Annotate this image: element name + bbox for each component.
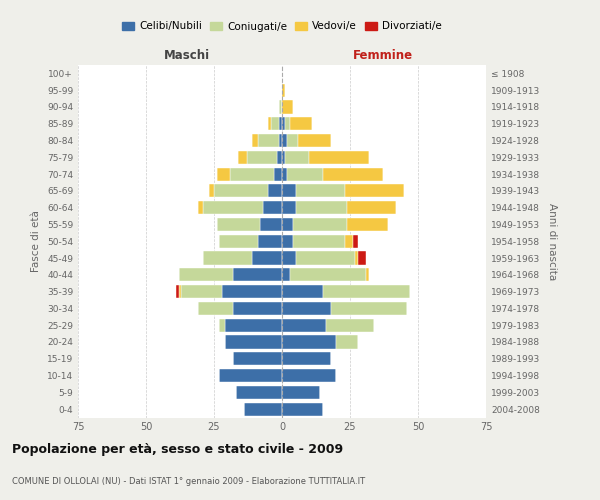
Bar <box>257 234 282 248</box>
Bar <box>282 234 293 248</box>
Bar <box>282 336 337 348</box>
Bar <box>214 184 268 198</box>
Bar <box>358 252 367 264</box>
Bar <box>296 201 347 214</box>
Bar <box>282 302 331 315</box>
Bar <box>282 201 296 214</box>
Bar <box>323 285 410 298</box>
Bar <box>179 268 233 281</box>
Bar <box>252 252 282 264</box>
Bar <box>282 369 337 382</box>
Bar <box>282 168 287 180</box>
Bar <box>282 151 285 164</box>
Bar <box>282 100 293 114</box>
Bar <box>209 184 214 198</box>
Bar <box>271 117 279 130</box>
Bar <box>287 168 323 180</box>
Bar <box>353 234 358 248</box>
Bar <box>282 285 323 298</box>
Bar <box>290 117 312 130</box>
Bar <box>220 369 282 382</box>
Bar <box>287 134 298 147</box>
Bar <box>282 252 296 264</box>
Bar <box>225 318 282 332</box>
Bar <box>247 151 277 164</box>
Bar <box>298 134 331 147</box>
Bar <box>285 151 309 164</box>
Bar <box>296 252 355 264</box>
Bar <box>263 201 282 214</box>
Legend: Celibi/Nubili, Coniugati/e, Vedovi/e, Divorziati/e: Celibi/Nubili, Coniugati/e, Vedovi/e, Di… <box>118 18 446 36</box>
Bar <box>222 285 282 298</box>
Bar <box>282 352 331 366</box>
Bar <box>337 336 358 348</box>
Bar <box>290 268 367 281</box>
Bar <box>268 184 282 198</box>
Text: Maschi: Maschi <box>164 50 210 62</box>
Bar <box>355 252 358 264</box>
Bar <box>279 100 282 114</box>
Bar <box>367 268 369 281</box>
Bar <box>282 184 296 198</box>
Bar <box>179 285 181 298</box>
Bar <box>326 318 374 332</box>
Bar <box>274 168 282 180</box>
Bar <box>277 151 282 164</box>
Bar <box>220 234 257 248</box>
Bar <box>176 285 179 298</box>
Bar <box>203 201 263 214</box>
Bar <box>220 318 225 332</box>
Bar <box>296 184 344 198</box>
Y-axis label: Anni di nascita: Anni di nascita <box>547 202 557 280</box>
Bar <box>293 218 347 231</box>
Text: COMUNE DI OLLOLAI (NU) - Dati ISTAT 1° gennaio 2009 - Elaborazione TUTTITALIA.IT: COMUNE DI OLLOLAI (NU) - Dati ISTAT 1° g… <box>12 477 365 486</box>
Bar <box>230 168 274 180</box>
Bar <box>282 117 285 130</box>
Bar <box>203 252 252 264</box>
Bar <box>282 268 290 281</box>
Y-axis label: Fasce di età: Fasce di età <box>31 210 41 272</box>
Bar <box>282 386 320 399</box>
Bar <box>347 218 388 231</box>
Bar <box>323 168 383 180</box>
Bar <box>268 117 271 130</box>
Bar <box>225 336 282 348</box>
Text: Popolazione per età, sesso e stato civile - 2009: Popolazione per età, sesso e stato civil… <box>12 442 343 456</box>
Bar <box>282 318 326 332</box>
Bar <box>293 234 344 248</box>
Bar <box>217 168 230 180</box>
Bar <box>244 402 282 415</box>
Bar <box>285 117 290 130</box>
Bar <box>282 402 323 415</box>
Bar <box>279 134 282 147</box>
Bar <box>197 302 233 315</box>
Bar <box>233 352 282 366</box>
Bar <box>236 386 282 399</box>
Bar <box>282 134 287 147</box>
Bar <box>252 134 257 147</box>
Text: Femmine: Femmine <box>353 50 413 62</box>
Bar <box>309 151 369 164</box>
Bar <box>217 218 260 231</box>
Bar <box>233 302 282 315</box>
Bar <box>279 117 282 130</box>
Bar <box>282 218 293 231</box>
Bar <box>282 84 285 96</box>
Bar <box>257 134 279 147</box>
Bar <box>344 234 353 248</box>
Bar <box>181 285 222 298</box>
Bar <box>331 302 407 315</box>
Bar <box>197 201 203 214</box>
Bar <box>238 151 247 164</box>
Bar <box>233 268 282 281</box>
Bar <box>347 201 396 214</box>
Bar <box>344 184 404 198</box>
Bar <box>260 218 282 231</box>
